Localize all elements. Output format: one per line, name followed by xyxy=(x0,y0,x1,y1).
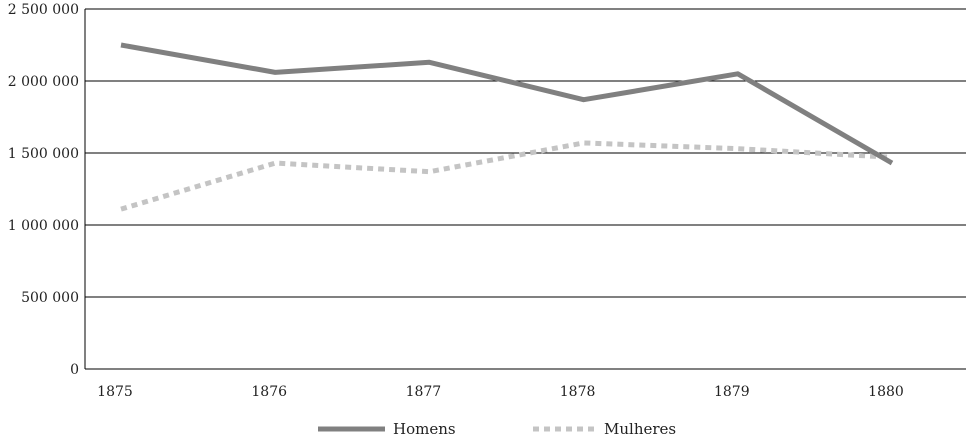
x-axis-ticks: 1875 1876 1877 1878 1879 1880 xyxy=(97,384,904,400)
y-tick-label: 0 xyxy=(70,362,79,378)
legend: Homens Mulheres xyxy=(318,420,676,438)
series-lines xyxy=(120,42,894,212)
legend-label-homens: Homens xyxy=(393,420,456,438)
y-tick-label: 1 000 000 xyxy=(8,218,79,234)
series-line-mulheres xyxy=(120,140,893,212)
x-tick-label: 1879 xyxy=(714,384,750,400)
series-line-homens xyxy=(120,42,894,166)
x-tick-label: 1878 xyxy=(560,384,596,400)
x-tick-label: 1877 xyxy=(406,384,442,400)
y-tick-label: 500 000 xyxy=(21,290,79,306)
x-tick-label: 1876 xyxy=(251,384,287,400)
y-tick-label: 2 500 000 xyxy=(8,2,79,18)
legend-label-mulheres: Mulheres xyxy=(604,420,676,438)
gridlines xyxy=(85,8,966,298)
y-tick-label: 2 000 000 xyxy=(8,74,79,90)
y-axis-ticks: 0 500 000 1 000 000 1 500 000 2 000 000 2 500… xyxy=(8,2,79,378)
x-tick-label: 1875 xyxy=(97,384,133,400)
y-tick-label: 1 500 000 xyxy=(8,146,79,162)
x-tick-label: 1880 xyxy=(868,384,904,400)
